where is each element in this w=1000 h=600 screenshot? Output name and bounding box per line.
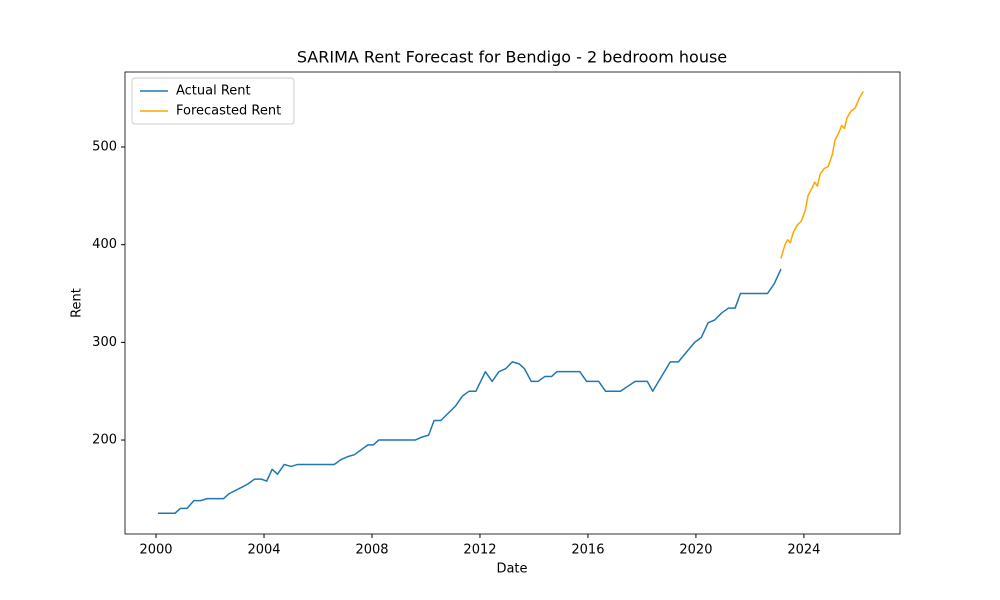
x-tick-label: 2012: [463, 543, 496, 558]
x-tick-label: 2000: [139, 543, 172, 558]
line: [780, 90, 864, 259]
legend-label: Actual Rent: [176, 84, 251, 99]
y-tick-label: 500: [92, 140, 117, 155]
line: [157, 268, 782, 515]
x-tick-label: 2004: [247, 543, 280, 558]
x-tick-label: 2024: [787, 543, 820, 558]
y-tick-label: 400: [92, 237, 117, 252]
legend-box: [131, 77, 295, 125]
plot-frame: [124, 71, 901, 535]
y-tick-label: 200: [92, 433, 117, 448]
x-tick-label: 2020: [679, 543, 712, 558]
legend-label: Forecasted Rent: [176, 104, 281, 119]
y-axis-label: Rent: [70, 288, 85, 318]
y-tick-label: 300: [92, 335, 117, 350]
x-tick-label: 2016: [571, 543, 604, 558]
chart-title: SARIMA Rent Forecast for Bendigo - 2 bed…: [297, 48, 727, 67]
x-tick-label: 2008: [355, 543, 388, 558]
x-axis-label: Date: [496, 562, 527, 577]
